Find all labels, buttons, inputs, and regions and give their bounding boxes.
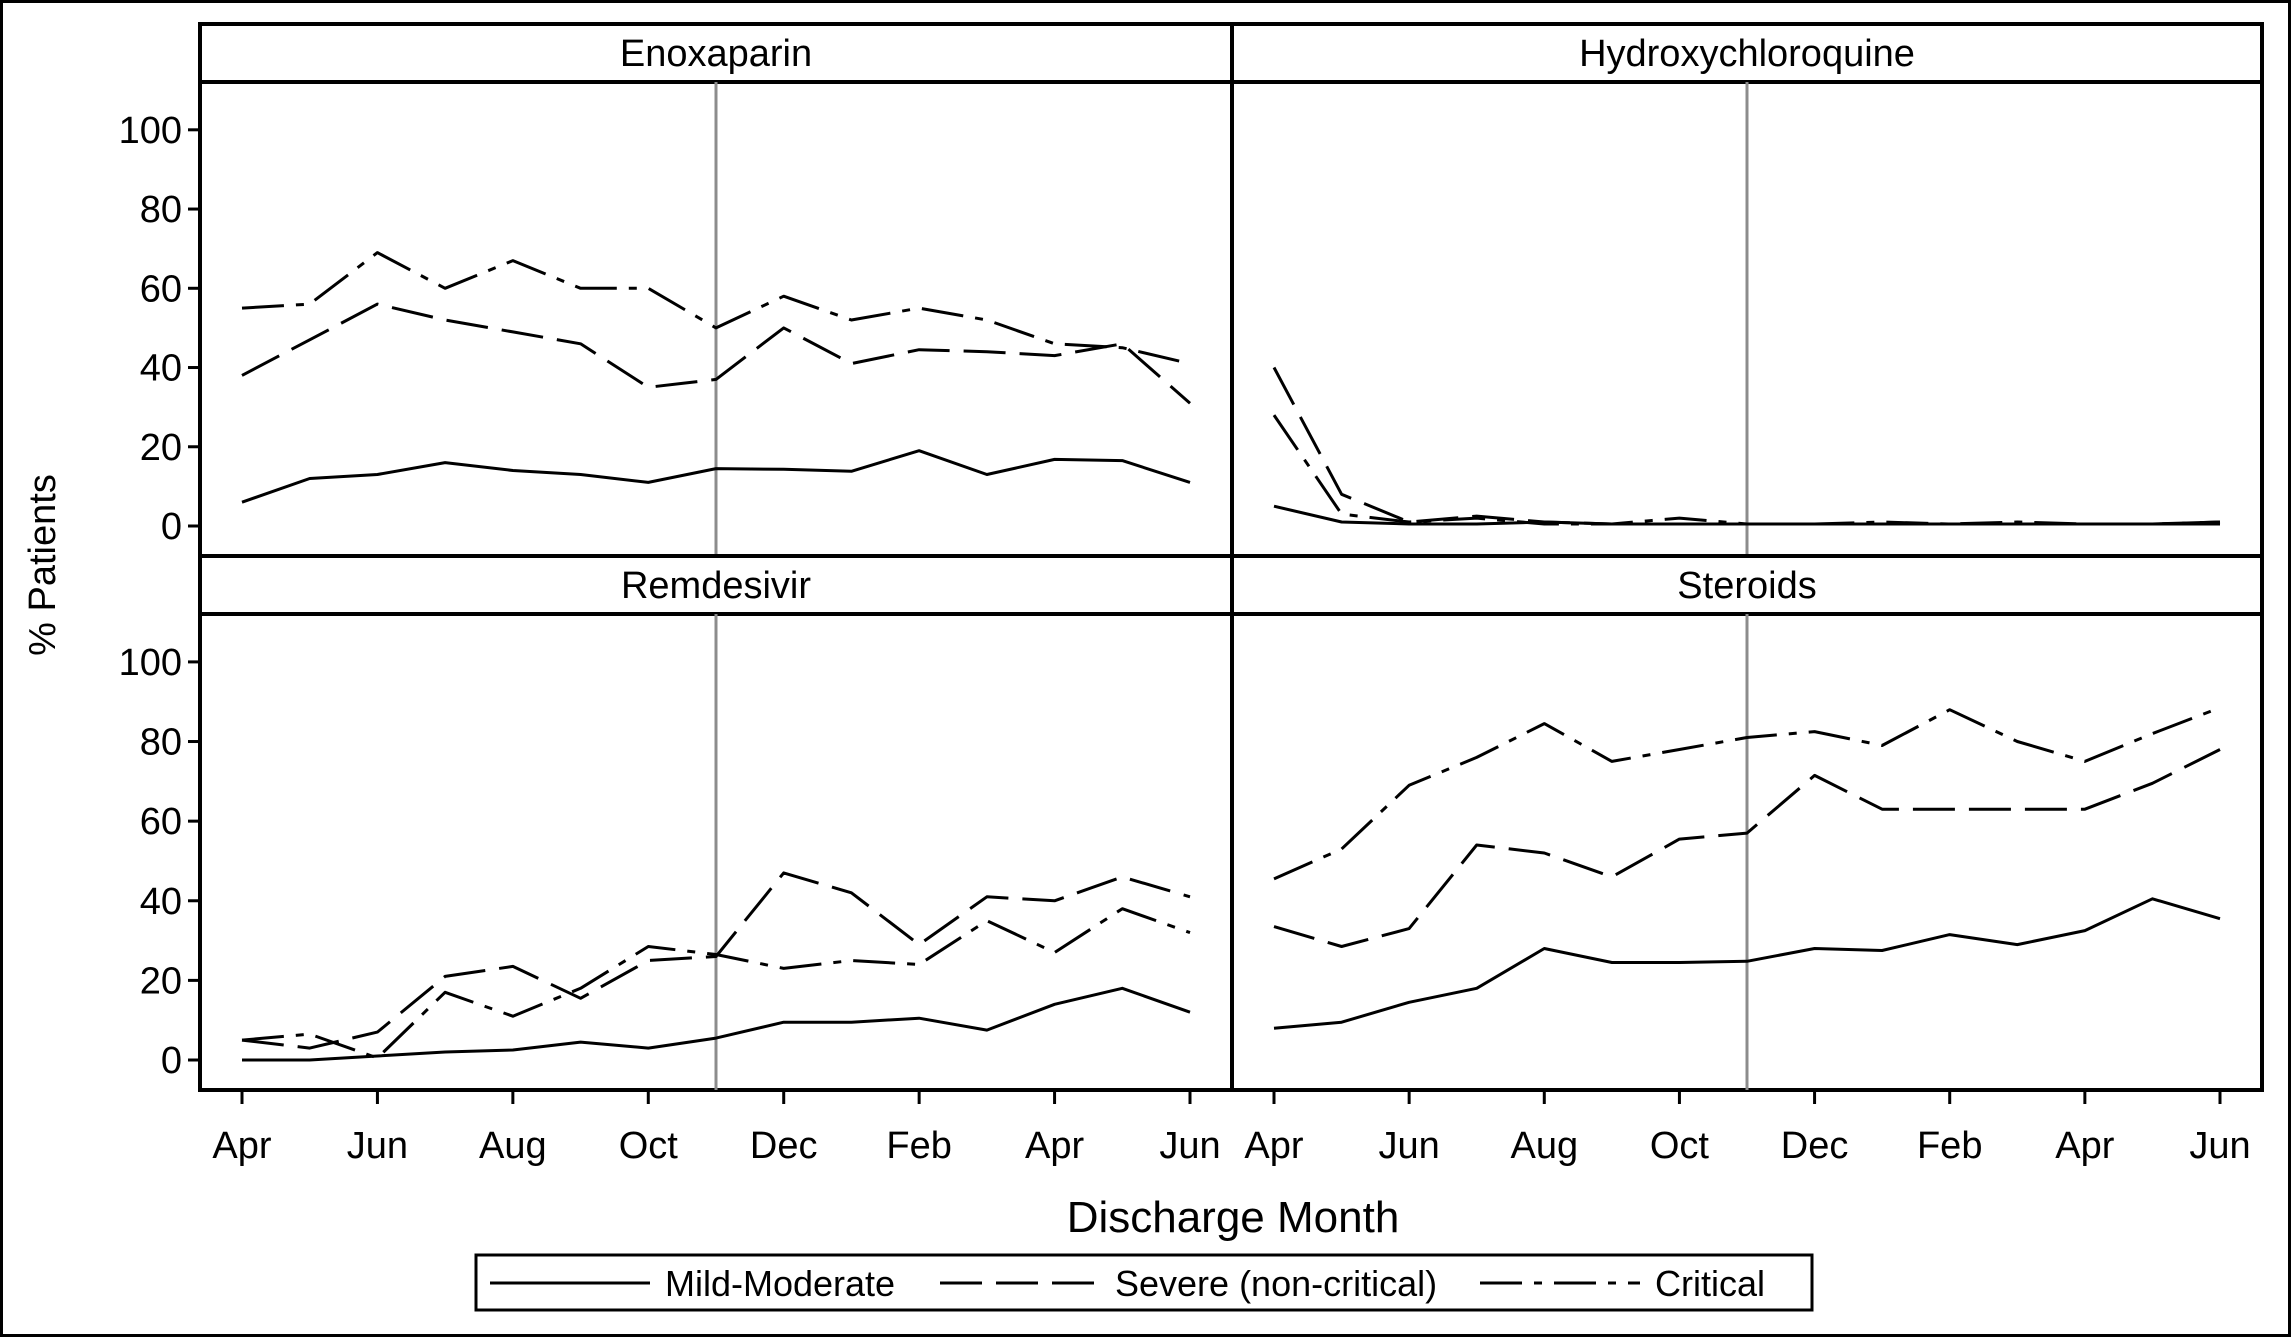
x-tick-label: Jun: [347, 1125, 408, 1167]
y-tick-label: 100: [119, 110, 182, 152]
series-line-severe-non-critical: [241, 302, 1191, 405]
legend-label: Mild-Moderate: [665, 1263, 895, 1304]
x-tick-label: Apr: [2055, 1125, 2114, 1167]
x-tick-label: Feb: [886, 1125, 951, 1167]
panel-remdesivir: Remdesivir 0 20 40 60 80 100 Apr Jun Aug Oct Dec Feb…: [119, 554, 1234, 1167]
y-axis-label: % Patients: [22, 474, 64, 656]
x-tick-label: Apr: [212, 1125, 271, 1167]
plot-area: Enoxaparin 0 20 40 60 80 100 Hydroxychloroquine…: [119, 22, 2264, 1167]
legend-label: Severe (non-critical): [1115, 1263, 1437, 1304]
x-tick-label: Apr: [1244, 1125, 1303, 1167]
x-tick-label: Jun: [2189, 1125, 2250, 1167]
y-tick-label: 20: [140, 960, 182, 1002]
y-tick-label: 80: [140, 189, 182, 231]
x-tick-label: Apr: [1025, 1125, 1084, 1167]
legend-label: Critical: [1655, 1263, 1765, 1304]
series-line-mild-moderate: [241, 449, 1191, 504]
panel-title: Hydroxychloroquine: [1579, 33, 1915, 75]
x-axis-label: Discharge Month: [1067, 1193, 1400, 1242]
series-line-critical: [1273, 706, 2221, 881]
y-tick-label: 0: [161, 1040, 182, 1082]
x-tick-label: Jun: [1379, 1125, 1440, 1167]
y-tick-label: 80: [140, 722, 182, 764]
y-tick-label: 20: [140, 427, 182, 469]
y-tick-label: 40: [140, 348, 182, 390]
y-tick-label: 60: [140, 801, 182, 843]
x-tick-label: Aug: [1510, 1125, 1578, 1167]
series-line-critical: [241, 251, 1191, 366]
panel-header: [1230, 22, 2264, 84]
x-tick-label: Dec: [750, 1125, 818, 1167]
x-tick-label: Aug: [479, 1125, 547, 1167]
x-tick-label: Jun: [1159, 1125, 1220, 1167]
panel-title: Remdesivir: [621, 565, 811, 607]
series-line-severe-non-critical: [241, 871, 1191, 1050]
panel-title: Steroids: [1677, 565, 1816, 607]
legend: Mild-Moderate Severe (non-critical) Critic…: [474, 1253, 1814, 1312]
panel-enoxaparin: Enoxaparin 0 20 40 60 80 100: [119, 22, 1234, 558]
x-tick-label: Oct: [619, 1125, 679, 1167]
series-line-mild-moderate: [242, 986, 1191, 1062]
panel-steroids: Steroids Apr Jun Aug Oct Dec Feb Apr Jun: [1230, 554, 2264, 1167]
panel-hydroxychloroquine: Hydroxychloroquine: [1230, 22, 2264, 558]
x-tick-label: Oct: [1650, 1125, 1710, 1167]
y-tick-label: 0: [161, 506, 182, 548]
y-tick-label: 40: [140, 881, 182, 923]
y-tick-label: 100: [119, 642, 182, 684]
panel-header: [198, 554, 1234, 616]
series-line-critical: [1272, 414, 2221, 526]
panel-title: Enoxaparin: [620, 33, 812, 75]
y-tick-label: 60: [140, 268, 182, 310]
series-line-severe-non-critical: [1273, 748, 2221, 948]
x-tick-label: Dec: [1781, 1125, 1849, 1167]
series-line-mild-moderate: [1273, 897, 2221, 1030]
series-line-critical: [241, 907, 1191, 1060]
x-tick-label: Feb: [1917, 1125, 1982, 1167]
